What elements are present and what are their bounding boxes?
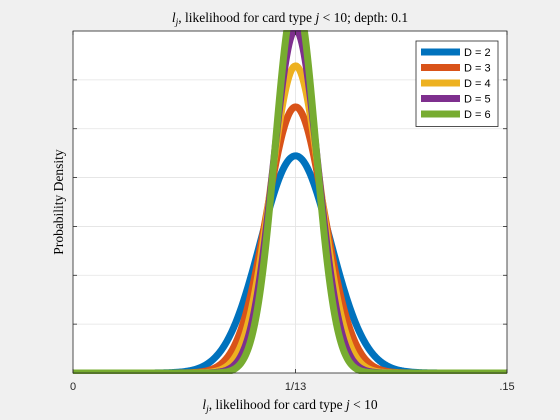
x-axis-label: lj, likelihood for card type j < 10 [202, 397, 378, 415]
y-axis-label: Probability Density [51, 149, 66, 255]
legend-label: D = 2 [464, 47, 491, 59]
legend-label: D = 3 [464, 63, 491, 75]
plot-frame [72, 30, 508, 374]
x-tick-label: 1/13 [285, 381, 306, 393]
x-tick-label: .15 [499, 381, 514, 393]
x-tick-label: 0 [70, 381, 76, 393]
legend-label: D = 4 [464, 78, 491, 90]
legend-label: D = 6 [464, 109, 491, 121]
legend: D = 2 D = 3 D = 4 D = 5 D = 6 [415, 40, 499, 127]
legend-label: D = 5 [464, 94, 491, 106]
chart-title: lj, likelihood for card type j < 10; dep… [172, 10, 408, 28]
ticks: 0 1/13 .15 [70, 31, 515, 393]
